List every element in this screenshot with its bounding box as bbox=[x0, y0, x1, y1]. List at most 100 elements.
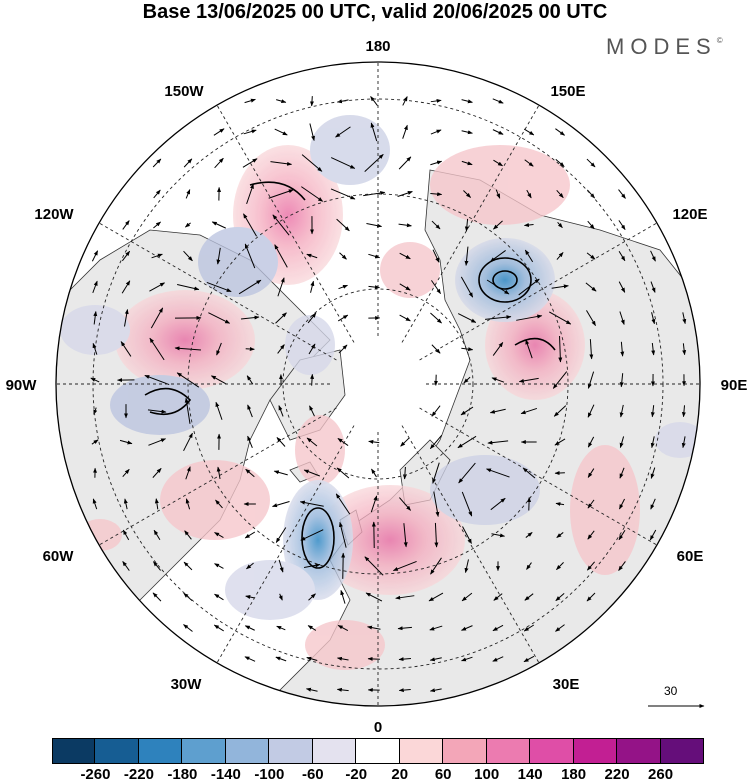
wind-arrow bbox=[402, 466, 407, 480]
wind-arrow bbox=[214, 563, 224, 569]
wind-arrow bbox=[461, 130, 473, 135]
map-border bbox=[55, 61, 701, 707]
wind-arrow bbox=[303, 469, 320, 477]
wind-arrow bbox=[557, 222, 563, 229]
wind-arrow bbox=[216, 247, 221, 265]
wind-vectors bbox=[90, 96, 687, 693]
wind-arrow bbox=[309, 123, 315, 142]
colorbar-tick-label: -140 bbox=[210, 766, 241, 783]
wind-arrow bbox=[619, 467, 625, 479]
wind-arrow bbox=[555, 592, 565, 602]
wind-arrow bbox=[431, 344, 441, 354]
colorbar bbox=[52, 738, 704, 764]
wind-arrow bbox=[243, 129, 257, 135]
colorbar-tick-label: 60 bbox=[434, 766, 452, 783]
wind-arrow bbox=[586, 592, 596, 602]
colorbar-swatch bbox=[617, 738, 661, 764]
colorbar-swatch bbox=[182, 738, 226, 764]
wind-arrow bbox=[432, 249, 440, 263]
wind-arrow bbox=[91, 439, 99, 445]
wind-arrow bbox=[526, 189, 532, 199]
wind-arrow bbox=[152, 468, 162, 478]
wind-arrow bbox=[238, 279, 262, 295]
wind-arrow bbox=[277, 277, 285, 297]
negative-anomaly bbox=[198, 227, 278, 297]
wind-arrow bbox=[154, 498, 159, 510]
wind-arrow bbox=[586, 252, 596, 260]
wind-arrow bbox=[244, 625, 255, 631]
wind-arrow bbox=[526, 562, 532, 570]
colorbar-swatch bbox=[486, 738, 531, 764]
wind-arrow bbox=[299, 500, 324, 507]
wind-arrow bbox=[650, 405, 655, 418]
wind-arrow bbox=[270, 161, 293, 166]
wind-arrow bbox=[92, 498, 98, 510]
wind-arrow bbox=[492, 341, 504, 356]
wind-arrow bbox=[184, 530, 192, 540]
wind-arrow bbox=[619, 373, 624, 388]
wind-arrow bbox=[491, 377, 505, 383]
wind-arrow bbox=[400, 437, 410, 447]
wind-arrow bbox=[486, 279, 510, 295]
wind-arrow bbox=[430, 312, 442, 324]
wind-arrow bbox=[365, 592, 383, 602]
wind-arrow bbox=[429, 435, 443, 450]
wind-arrow bbox=[272, 501, 290, 508]
lon-label-30e: 30E bbox=[553, 676, 580, 693]
wind-arrow bbox=[274, 244, 288, 268]
wind-arrow bbox=[525, 339, 533, 359]
latitude-circle bbox=[187, 193, 569, 575]
wind-arrow bbox=[308, 343, 316, 355]
wind-arrow bbox=[399, 252, 411, 260]
colorbar-swatch bbox=[356, 738, 400, 764]
wind-arrow bbox=[553, 405, 567, 417]
wind-arrow bbox=[457, 313, 477, 323]
wind-arrow bbox=[619, 311, 625, 325]
wind-arrow bbox=[151, 253, 163, 259]
wind-arrow bbox=[216, 342, 222, 356]
positive-anomaly bbox=[430, 145, 570, 225]
wind-arrow bbox=[306, 253, 318, 259]
wind-arrow bbox=[336, 218, 350, 232]
wind-arrow bbox=[489, 250, 506, 262]
polar-map: 180 0 90W 90E 150W 120W 150E 120E 60W 30… bbox=[6, 38, 748, 736]
wind-arrow bbox=[213, 128, 225, 136]
wind-arrow bbox=[336, 687, 349, 692]
wind-arrow bbox=[370, 122, 378, 142]
wind-arrow bbox=[461, 656, 473, 662]
wind-arrow bbox=[121, 280, 131, 294]
wind-arrow bbox=[461, 592, 473, 602]
colorbar-tick-label: 220 bbox=[604, 766, 630, 783]
wind-arrow bbox=[681, 405, 686, 418]
wind-arrow bbox=[244, 243, 256, 269]
wind-arrow bbox=[397, 191, 413, 197]
wind-arrow bbox=[558, 335, 563, 363]
wind-arrow bbox=[682, 343, 687, 356]
wind-arrow bbox=[395, 595, 415, 600]
wind-arrow bbox=[153, 529, 161, 541]
positive-anomaly bbox=[295, 415, 345, 485]
wind-arrow bbox=[338, 344, 348, 354]
wind-arrow bbox=[214, 593, 224, 601]
wind-arrow bbox=[650, 436, 655, 449]
wind-arrow bbox=[183, 561, 193, 571]
wind-arrow bbox=[185, 466, 191, 480]
wind-arrow bbox=[153, 189, 161, 199]
wind-arrow bbox=[244, 656, 256, 662]
colorbar-swatch bbox=[138, 738, 183, 764]
colorbar-swatch bbox=[443, 738, 487, 764]
wind-arrow bbox=[552, 371, 568, 389]
wind-arrow bbox=[650, 281, 656, 293]
wind-arrow bbox=[398, 223, 412, 228]
wind-arrow bbox=[278, 593, 283, 601]
colorbar-tick-label: -180 bbox=[167, 766, 198, 783]
wind-arrow bbox=[301, 186, 324, 202]
wind-arrow bbox=[430, 192, 443, 197]
wind-arrow bbox=[337, 314, 349, 322]
wind-arrow bbox=[213, 624, 224, 632]
lon-label-60w: 60W bbox=[43, 548, 75, 565]
wind-arrow bbox=[651, 342, 656, 356]
wind-arrow bbox=[185, 189, 191, 199]
wind-arrow bbox=[461, 160, 473, 166]
wind-arrow bbox=[149, 282, 166, 292]
